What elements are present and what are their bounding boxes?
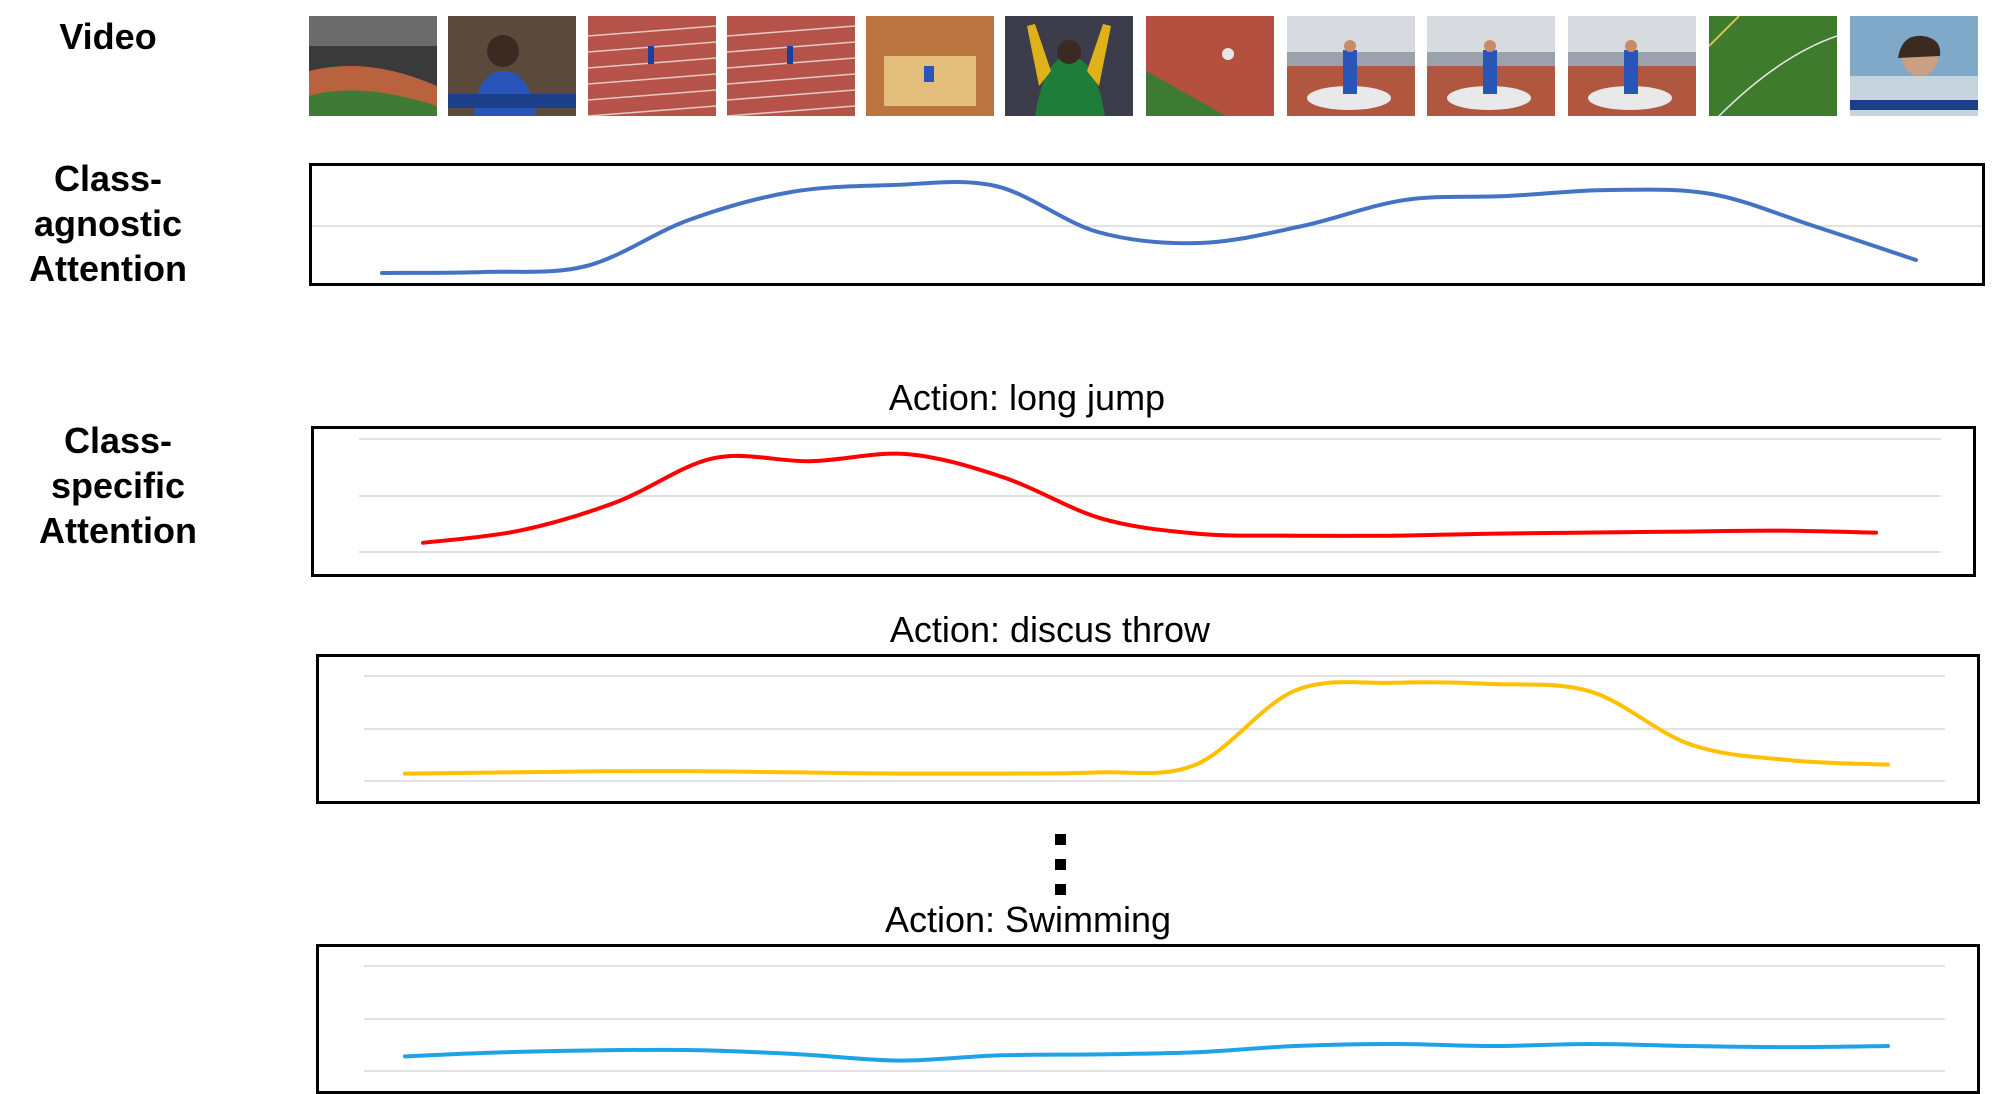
action-title-swimming: Action: Swimming — [884, 899, 1172, 940]
video-label: Video — [59, 16, 157, 57]
frame-thumbnail-image — [588, 16, 716, 116]
long-jump-attention-chart — [311, 426, 1976, 577]
ellipsis-dot — [1055, 884, 1066, 895]
long-jump-attention-line — [421, 451, 1878, 545]
frame-field-overview — [1709, 16, 1837, 116]
class-agnostic-attention-label: Class- agnostic Attention — [29, 158, 187, 289]
class-specific-attention-label: Class- specific Attention — [39, 420, 197, 551]
discus-throw-attention-line — [403, 680, 1890, 776]
action-title-discus-throw: Action: discus throw — [889, 609, 1211, 650]
more-actions-ellipsis — [1055, 834, 1069, 909]
class-agnostic-attention-line — [380, 180, 1918, 275]
frame-throw-circle-2 — [1427, 16, 1555, 116]
frame-athlete-portrait — [448, 16, 576, 116]
frame-runway-jump — [727, 16, 855, 116]
ellipsis-dot — [1055, 834, 1066, 845]
frame-thumbnail-image — [1146, 16, 1274, 116]
frame-thumbnail-image — [727, 16, 855, 116]
discus-throw-attention-plot — [364, 675, 1945, 782]
frame-thumbnail-image — [1850, 16, 1978, 116]
frame-throw-circle-1 — [1287, 16, 1415, 116]
frame-stadium-track — [309, 16, 437, 116]
swimming-attention-line — [403, 1042, 1890, 1063]
class-agnostic-attention-chart — [309, 163, 1985, 286]
frame-thumbnail-image — [448, 16, 576, 116]
frame-thumbnail-image — [1568, 16, 1696, 116]
long-jump-attention-plot — [359, 438, 1941, 553]
frame-runway-approach — [588, 16, 716, 116]
frame-thumbnail-image — [309, 16, 437, 116]
frame-field-aerial — [1146, 16, 1274, 116]
action-title-long-jump: Action: long jump — [888, 377, 1166, 418]
frame-thumbnail-image — [1427, 16, 1555, 116]
swimming-attention-chart — [316, 944, 1980, 1094]
frame-celebration — [1005, 16, 1133, 116]
frame-thumbnail-image — [866, 16, 994, 116]
class-agnostic-attention-plot — [312, 180, 1982, 275]
frame-thumbnail-image — [1287, 16, 1415, 116]
frame-athlete-closeup — [1850, 16, 1978, 116]
ellipsis-dot — [1055, 859, 1066, 870]
frame-throw-circle-3 — [1568, 16, 1696, 116]
swimming-attention-plot — [364, 965, 1945, 1072]
frame-sandpit-landing — [866, 16, 994, 116]
frame-thumbnail-image — [1005, 16, 1133, 116]
discus-throw-attention-chart — [316, 654, 1980, 804]
frame-thumbnail-image — [1709, 16, 1837, 116]
